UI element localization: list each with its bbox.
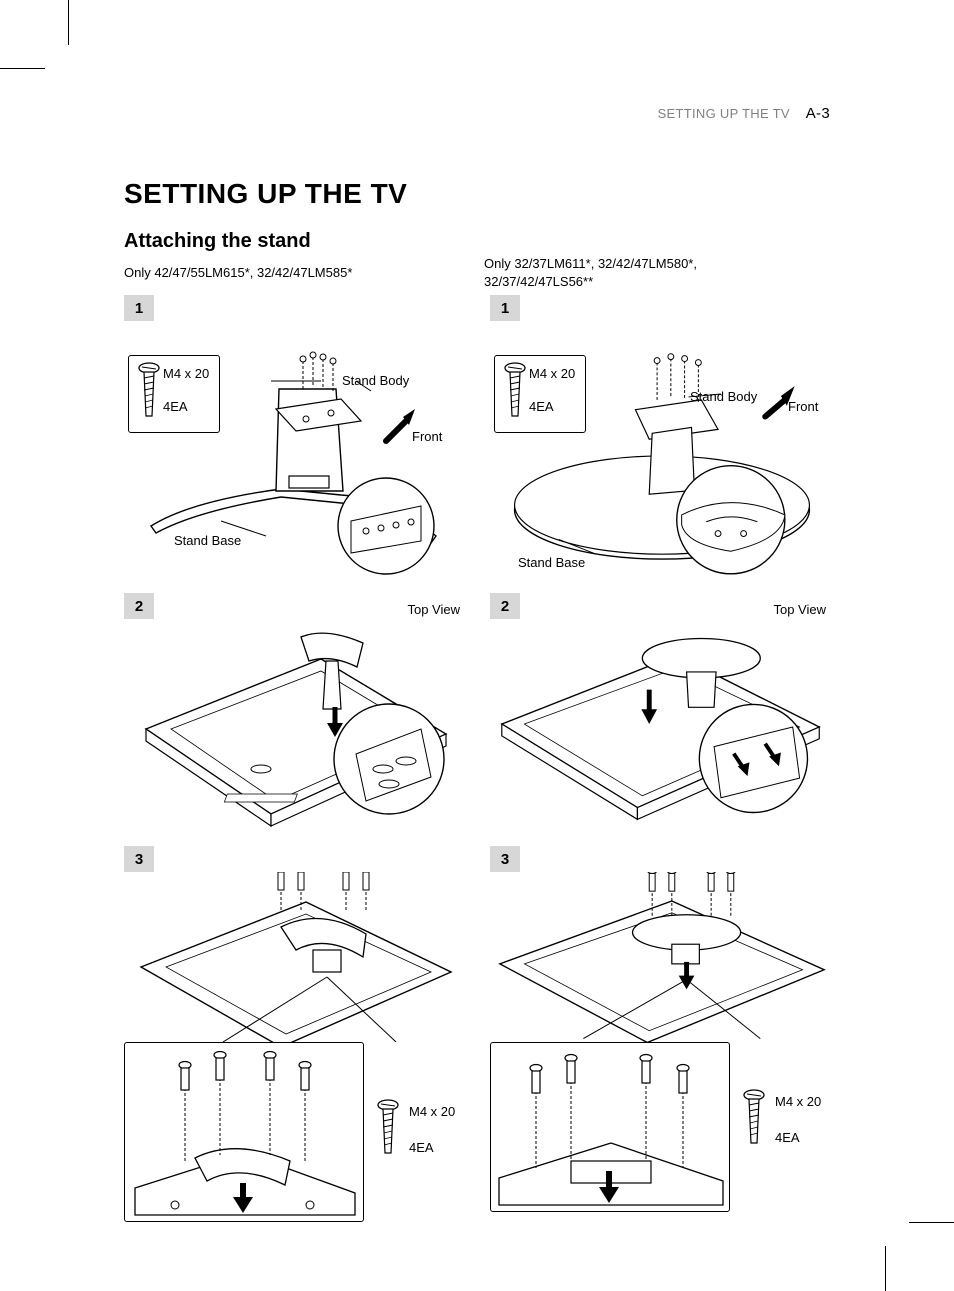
- stand-body-label: Stand Body: [690, 389, 757, 404]
- step-3-left: 3: [124, 846, 468, 1232]
- detail-frame: [124, 1042, 364, 1222]
- detail-box-right: M4 x 20 4EA: [490, 1042, 834, 1232]
- step-3-right: 3: [490, 846, 834, 1232]
- detail-frame: [490, 1042, 730, 1212]
- screw-spec-box: M4 x 20 4EA: [494, 355, 586, 433]
- assembly-diagram-3-right-upper: [490, 872, 834, 1042]
- step-number: 1: [490, 295, 520, 321]
- detail-svg-right: [491, 1043, 731, 1213]
- step-number: 1: [124, 295, 154, 321]
- screw-icon: [740, 1087, 768, 1149]
- stand-base-label: Stand Base: [518, 555, 585, 570]
- screw-spec: M4 x 20: [775, 1094, 821, 1109]
- screw-spec: M4 x 20: [409, 1104, 455, 1119]
- front-label: Front: [788, 399, 818, 414]
- front-label: Front: [412, 429, 442, 444]
- screw-icon: [374, 1097, 402, 1159]
- step-2-right: 2 Top View: [490, 593, 834, 834]
- crop-mark: [885, 1246, 886, 1291]
- screw-qty: 4EA: [775, 1130, 800, 1145]
- figure-step1-left: M4 x 20 4EA Stand Body Front Stand Base: [124, 321, 468, 581]
- section-heading: Attaching the stand: [124, 230, 311, 253]
- page-number: A-3: [806, 105, 830, 122]
- crop-mark: [68, 0, 69, 45]
- assembly-diagram-2-right: [490, 619, 834, 834]
- step-2-left: 2 Top View: [124, 593, 468, 834]
- two-column-layout: 1: [124, 295, 834, 1244]
- assembly-diagram-2-left: [124, 619, 468, 834]
- crop-mark: [0, 68, 45, 69]
- detail-svg-left: [125, 1043, 365, 1223]
- model-note-left: Only 42/47/55LM615*, 32/42/47LM585*: [124, 265, 352, 280]
- step-number: 3: [490, 846, 520, 872]
- detail-box-left: M4 x 20 4EA: [124, 1042, 468, 1232]
- step-number: 3: [124, 846, 154, 872]
- left-column: 1: [124, 295, 468, 1244]
- screw-icon: [501, 360, 529, 422]
- screw-callout: [740, 1087, 768, 1149]
- model-note-right: Only 32/37LM611*, 32/42/47LM580*, 32/37/…: [484, 255, 784, 290]
- top-view-label: Top View: [773, 602, 826, 617]
- stand-base-label: Stand Base: [174, 533, 241, 548]
- running-section: SETTING UP THE TV: [658, 106, 790, 121]
- page-title: SETTING UP THE TV: [124, 178, 407, 210]
- top-view-label: Top View: [407, 602, 460, 617]
- screw-icon: [135, 360, 163, 422]
- running-head: SETTING UP THE TV A-3: [658, 105, 830, 122]
- crop-mark: [909, 1222, 954, 1223]
- step-number: 2: [124, 593, 154, 619]
- right-column: 1: [490, 295, 834, 1244]
- screw-spec-box: M4 x 20 4EA: [128, 355, 220, 433]
- stand-body-label: Stand Body: [342, 373, 409, 388]
- figure-step1-right: M4 x 20 4EA Stand Body Front Stand Base: [490, 321, 834, 581]
- assembly-diagram-3-left-upper: [124, 872, 468, 1042]
- step-number: 2: [490, 593, 520, 619]
- page: SETTING UP THE TV A-3 SETTING UP THE TV …: [76, 20, 878, 1271]
- screw-qty: 4EA: [409, 1140, 434, 1155]
- screw-callout: [374, 1097, 402, 1159]
- step-1-left: 1: [124, 295, 468, 581]
- step-1-right: 1: [490, 295, 834, 581]
